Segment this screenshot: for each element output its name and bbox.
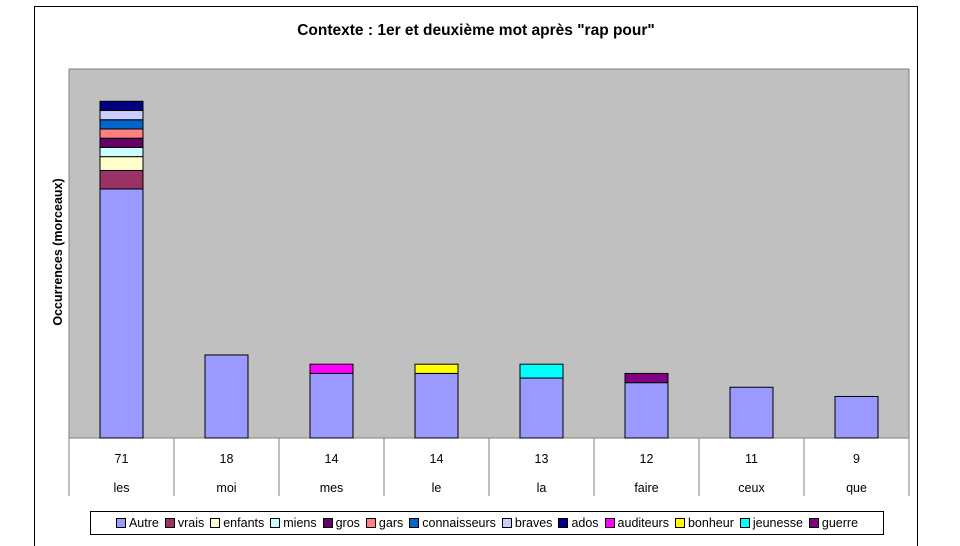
legend-swatch [365,518,376,528]
legend-item-Autre: Autre [115,516,159,530]
total-label-moi: 18 [220,452,234,466]
total-label-faire: 12 [640,452,654,466]
legend-swatch [164,518,175,528]
bar-segment-le-Autre [414,372,459,439]
data-table: 71 les 18 moi 14 mes 14 le 13 la 12 faire 11 ceux 9 que [68,438,910,496]
legend-item-gars: gars [365,516,404,530]
legend-swatch [739,518,750,528]
legend-label: enfants [223,516,265,530]
bar-segment-moi-Autre [204,354,249,439]
total-label-la: 13 [535,452,549,466]
legend-swatch [808,518,819,528]
total-label-mes: 14 [325,452,339,466]
legend-item-miens: miens [270,516,317,530]
legend-item-guerre: guerre [808,516,859,530]
legend-item-ados: ados [558,516,599,530]
category-label-que: que [846,481,867,495]
category-label-les: les [114,481,130,495]
bar-segment-faire-guerre [624,372,669,384]
bar-segment-le-bonheur [414,363,459,374]
legend-label: Autre [128,516,159,530]
legend-label: gars [378,516,404,530]
legend-swatch [270,518,281,528]
bar-segment-les-ados [99,100,144,112]
legend-item-bonheur: bonheur [674,516,734,530]
legend-item-connaisseurs: connaisseurs [409,516,496,530]
legend-swatch [558,518,569,528]
bar-segment-les-vrais [99,169,144,190]
total-label-le: 14 [430,452,444,466]
legend-swatch [409,518,420,528]
bar-segment-la-jeunesse [519,363,564,379]
bar-segment-faire-Autre [624,382,669,439]
category-label-moi: moi [216,481,236,495]
category-label-le: le [432,481,442,495]
category-label-ceux: ceux [738,481,765,495]
bars-group [99,100,879,439]
bar-segment-les-braves [99,110,144,121]
plot-area [68,68,910,439]
bar-segment-les-enfants [99,156,144,171]
legend-item-braves: braves [501,516,553,530]
bar-segment-la-Autre [519,377,564,439]
bar-segment-les-gars [99,128,144,139]
legend-item-auditeurs: auditeurs [604,516,669,530]
category-label-mes: mes [320,481,344,495]
total-label-les: 71 [115,452,129,466]
legend-item-gros: gros [322,516,360,530]
legend-label: connaisseurs [422,516,496,530]
legend-label: bonheur [687,516,734,530]
total-label-ceux: 11 [745,452,758,466]
legend-label: ados [571,516,599,530]
legend-label: gros [335,516,360,530]
legend-swatch [210,518,221,528]
bar-segment-ceux-Autre [729,386,774,439]
legend-swatch [604,518,615,528]
bar-segment-les-gros [99,137,144,148]
bar-segment-que-Autre [834,395,879,439]
bar-segment-mes-auditeurs [309,363,354,374]
total-label-que: 9 [853,452,860,466]
legend-label: vrais [177,516,205,530]
legend-label: auditeurs [617,516,669,530]
legend-swatch [322,518,333,528]
bar-segment-les-miens [99,146,144,158]
category-label-la: la [537,481,547,495]
bar-segment-les-connaisseurs [99,119,144,130]
legend-label: jeunesse [752,516,803,530]
legend-swatch [115,518,126,528]
legend-item-enfants: enfants [210,516,264,530]
legend: Autre vrais enfants miens gros gars connaisseu… [90,511,884,535]
legend-swatch [501,518,512,528]
legend-label: miens [283,516,317,530]
legend-label: braves [514,516,553,530]
legend-label: guerre [821,516,859,530]
bar-segment-mes-Autre [309,372,354,439]
chart-title: Contexte : 1er et deuxième mot après "ra… [297,22,655,39]
bar-segment-les-Autre [99,188,144,439]
category-label-faire: faire [634,481,658,495]
legend-item-jeunesse: jeunesse [739,516,803,530]
legend-swatch [674,518,685,528]
legend-item-vrais: vrais [164,516,205,530]
